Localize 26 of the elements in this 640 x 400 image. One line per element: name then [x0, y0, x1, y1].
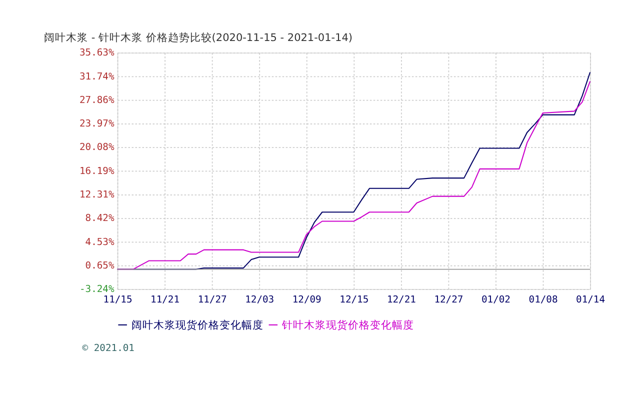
y-tick-label: 16.19%	[79, 166, 114, 177]
x-tick-label: 11/21	[150, 294, 180, 306]
x-tick-label: 12/27	[434, 294, 464, 306]
x-tick-label: 12/03	[245, 294, 274, 306]
y-tick-label: 31.74%	[79, 71, 114, 82]
y-tick-label: -3.24%	[79, 284, 114, 296]
y-tick-label: 35.63%	[79, 48, 114, 59]
x-tick-label: 12/09	[292, 294, 322, 306]
x-tick-label: 11/15	[103, 294, 132, 306]
x-tick-label: 01/14	[576, 294, 606, 306]
y-tick-label: 4.53%	[85, 236, 114, 248]
x-tick-label: 12/15	[340, 294, 369, 306]
y-tick-label: 20.08%	[79, 142, 114, 154]
legend-label: 针叶木浆现货价格变化幅度	[280, 318, 414, 332]
y-tick-label: 0.65%	[85, 260, 114, 272]
x-tick-label: 01/02	[481, 294, 510, 306]
legend-label: 阔叶木浆现货价格变化幅度	[131, 318, 264, 332]
y-tick-label: 27.86%	[79, 94, 114, 106]
y-tick-label: 23.97%	[79, 118, 114, 130]
y-tick-label: 8.42%	[85, 213, 114, 224]
x-tick-label: 12/21	[386, 294, 416, 306]
text: © 2021.01	[82, 343, 135, 354]
x-tick-label: 01/08	[528, 294, 558, 306]
y-tick-label: 12.31%	[79, 189, 114, 200]
x-tick-label: 11/27	[198, 294, 227, 306]
chart-title: 阔叶木浆 - 针叶木浆 价格趋势比较(2020-11-15 - 2021-01-14)	[44, 31, 353, 44]
